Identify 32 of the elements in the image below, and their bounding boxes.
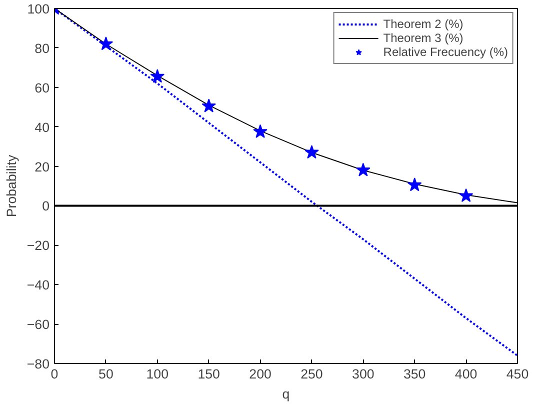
point [304,144,319,159]
y-axis-title: Probability [4,154,19,218]
point [458,188,474,202]
x-axis-title: q [282,386,290,402]
legend-label: Theorem 3 (%) [383,31,464,45]
y-tick-label: −80 [26,356,50,372]
x-tick-label: 300 [352,366,374,382]
y-tick-label: 80 [34,40,50,56]
y-tick-label: −20 [26,238,50,254]
x-tick-label: 400 [454,366,478,382]
y-tick-label: −40 [26,278,50,293]
y-tick-label: 60 [34,80,50,96]
point [356,162,370,176]
x-tick-label: 250 [300,366,323,382]
y-tick-label: −60 [26,317,50,332]
point [407,178,422,192]
y-tick-label: 0 [42,198,50,214]
legend-label: Relative Frecuency (%) [383,45,508,59]
y-tick-label: 40 [34,120,50,135]
point [202,98,216,112]
y-tick-label: 20 [34,159,50,174]
y-tick-label: 100 [27,2,50,16]
x-tick-label: 350 [403,366,426,382]
point [253,124,268,138]
legend-label: Theorem 2 (%) [383,17,464,31]
x-tick-label: 150 [198,366,220,382]
x-tick-label: 50 [98,366,114,382]
point [98,36,114,50]
x-tick-label: 100 [146,366,169,382]
x-tick-label: 200 [249,366,272,382]
x-tick-label: 450 [506,366,529,382]
point [150,69,165,83]
